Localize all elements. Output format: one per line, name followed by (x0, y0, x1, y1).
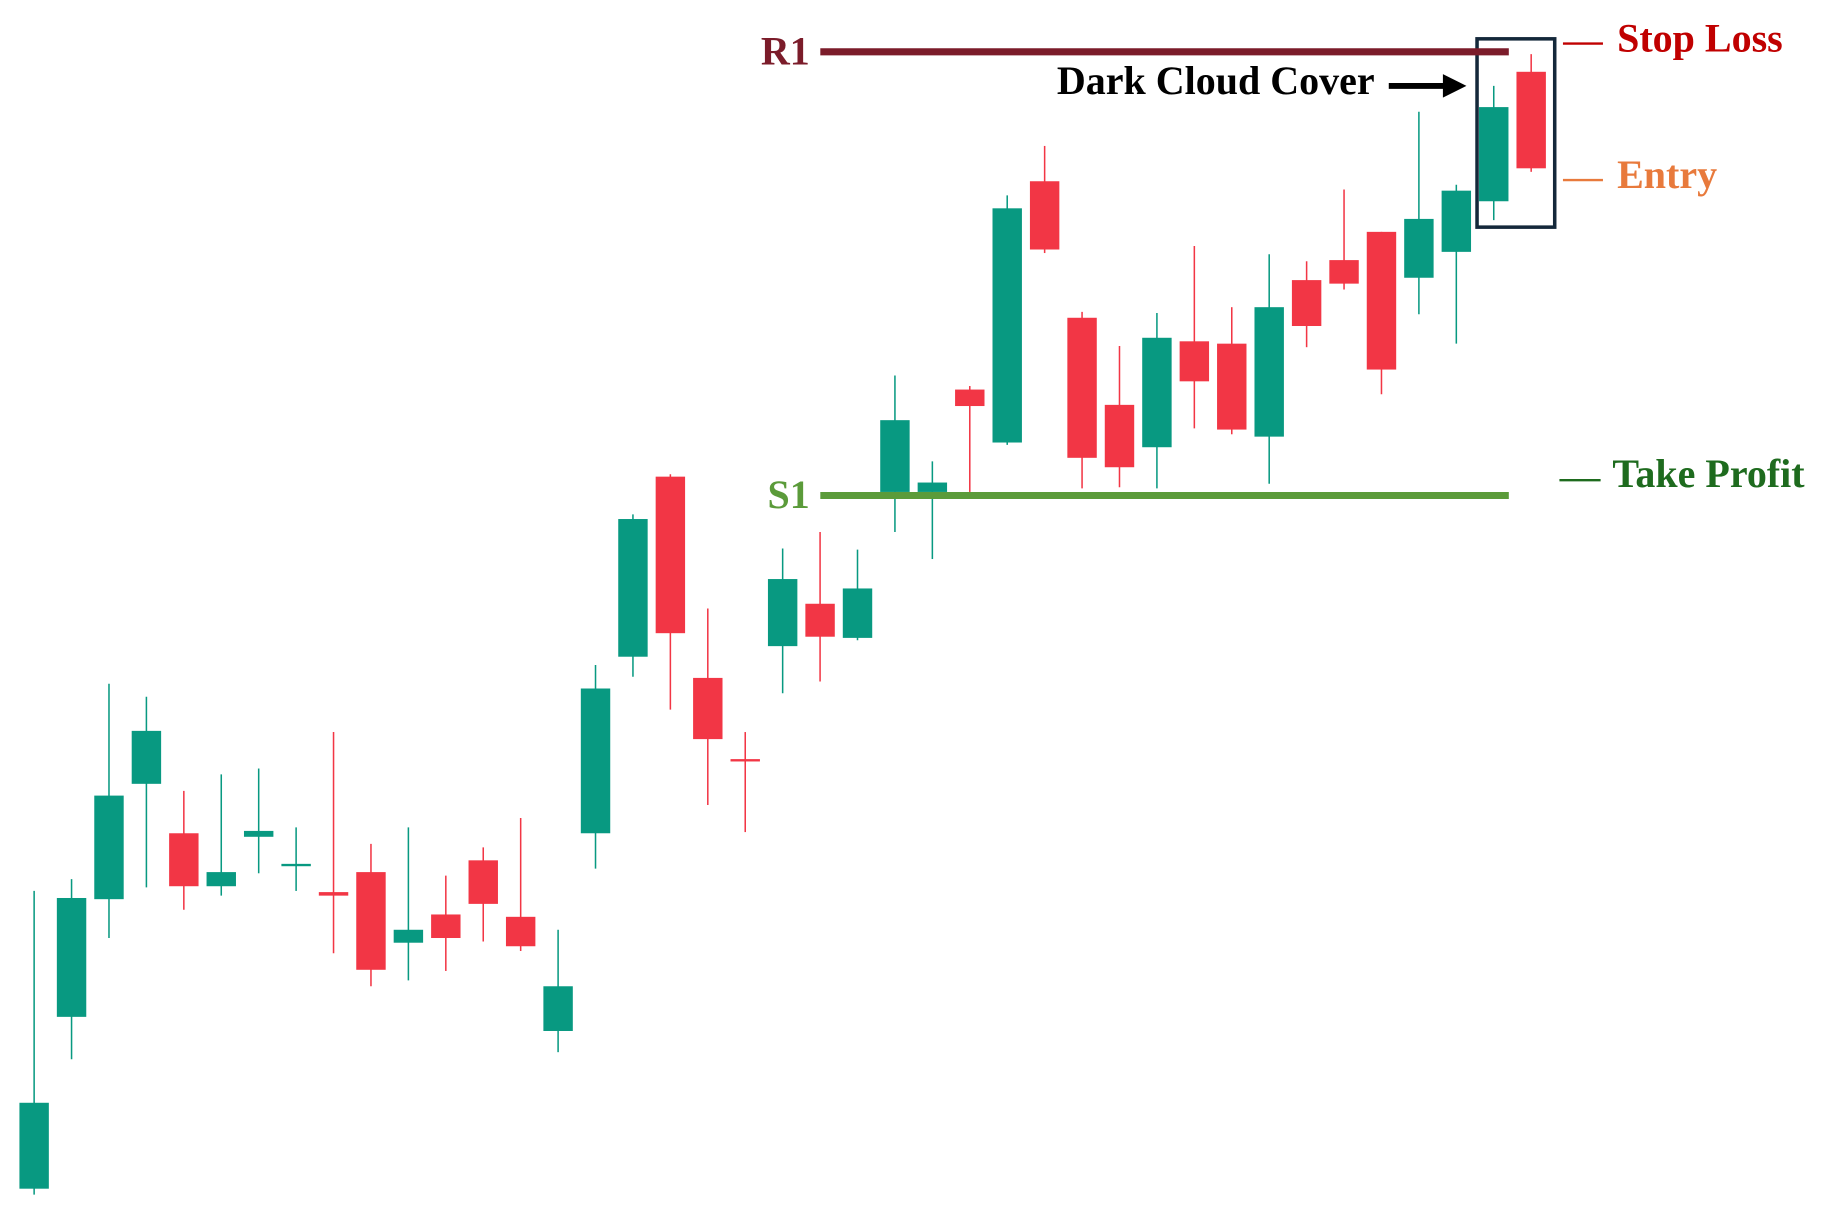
candle-body (431, 914, 461, 939)
candle-body (1104, 404, 1135, 468)
candle-body (730, 759, 760, 762)
candle-body (992, 208, 1022, 443)
candle-body (169, 833, 199, 887)
candle-body (1329, 260, 1359, 284)
candle-body (468, 860, 498, 904)
candle-body (1217, 343, 1247, 430)
candle-body (56, 897, 87, 1017)
level-label: R1 (761, 29, 810, 74)
candle-body (1441, 190, 1472, 252)
candle-body (19, 1102, 49, 1189)
candle-body (243, 830, 274, 837)
candle-body (206, 872, 236, 887)
candle-body (1291, 280, 1322, 327)
candle-body (655, 476, 686, 634)
stop-loss-label: Stop Loss (1617, 16, 1783, 61)
arrow-head (1442, 74, 1467, 98)
candle-body (1254, 307, 1284, 437)
candle-body (281, 863, 311, 867)
candle-body (1067, 317, 1097, 458)
candle-body (880, 420, 910, 492)
candle-body (955, 389, 985, 407)
candle-body (1179, 341, 1210, 382)
candle-body (356, 872, 386, 970)
candle-body (1142, 337, 1172, 448)
candle-body (618, 519, 648, 657)
candle-body (805, 603, 835, 637)
candle-body (917, 482, 948, 492)
candle-body (580, 688, 611, 834)
entry-label: Entry (1617, 152, 1717, 197)
candle-body (543, 986, 573, 1031)
take-profit-label: Take Profit (1612, 451, 1805, 496)
candle-body (131, 730, 162, 784)
candle-body (318, 892, 349, 896)
candle-body (1366, 231, 1397, 370)
candle-body (1479, 107, 1509, 202)
candle-body (94, 795, 124, 900)
candle-body (505, 916, 536, 947)
candle-body (1404, 218, 1434, 278)
candle-body (1029, 181, 1060, 250)
pattern-box (1475, 37, 1557, 229)
candle-body (393, 929, 424, 943)
level-label: S1 (767, 472, 809, 517)
candles (19, 54, 1546, 1195)
candle-body (693, 677, 723, 740)
candle-body (1516, 71, 1546, 169)
candle-body (842, 588, 873, 638)
pattern-label: Dark Cloud Cover (1057, 58, 1375, 103)
candle-body (767, 579, 798, 647)
